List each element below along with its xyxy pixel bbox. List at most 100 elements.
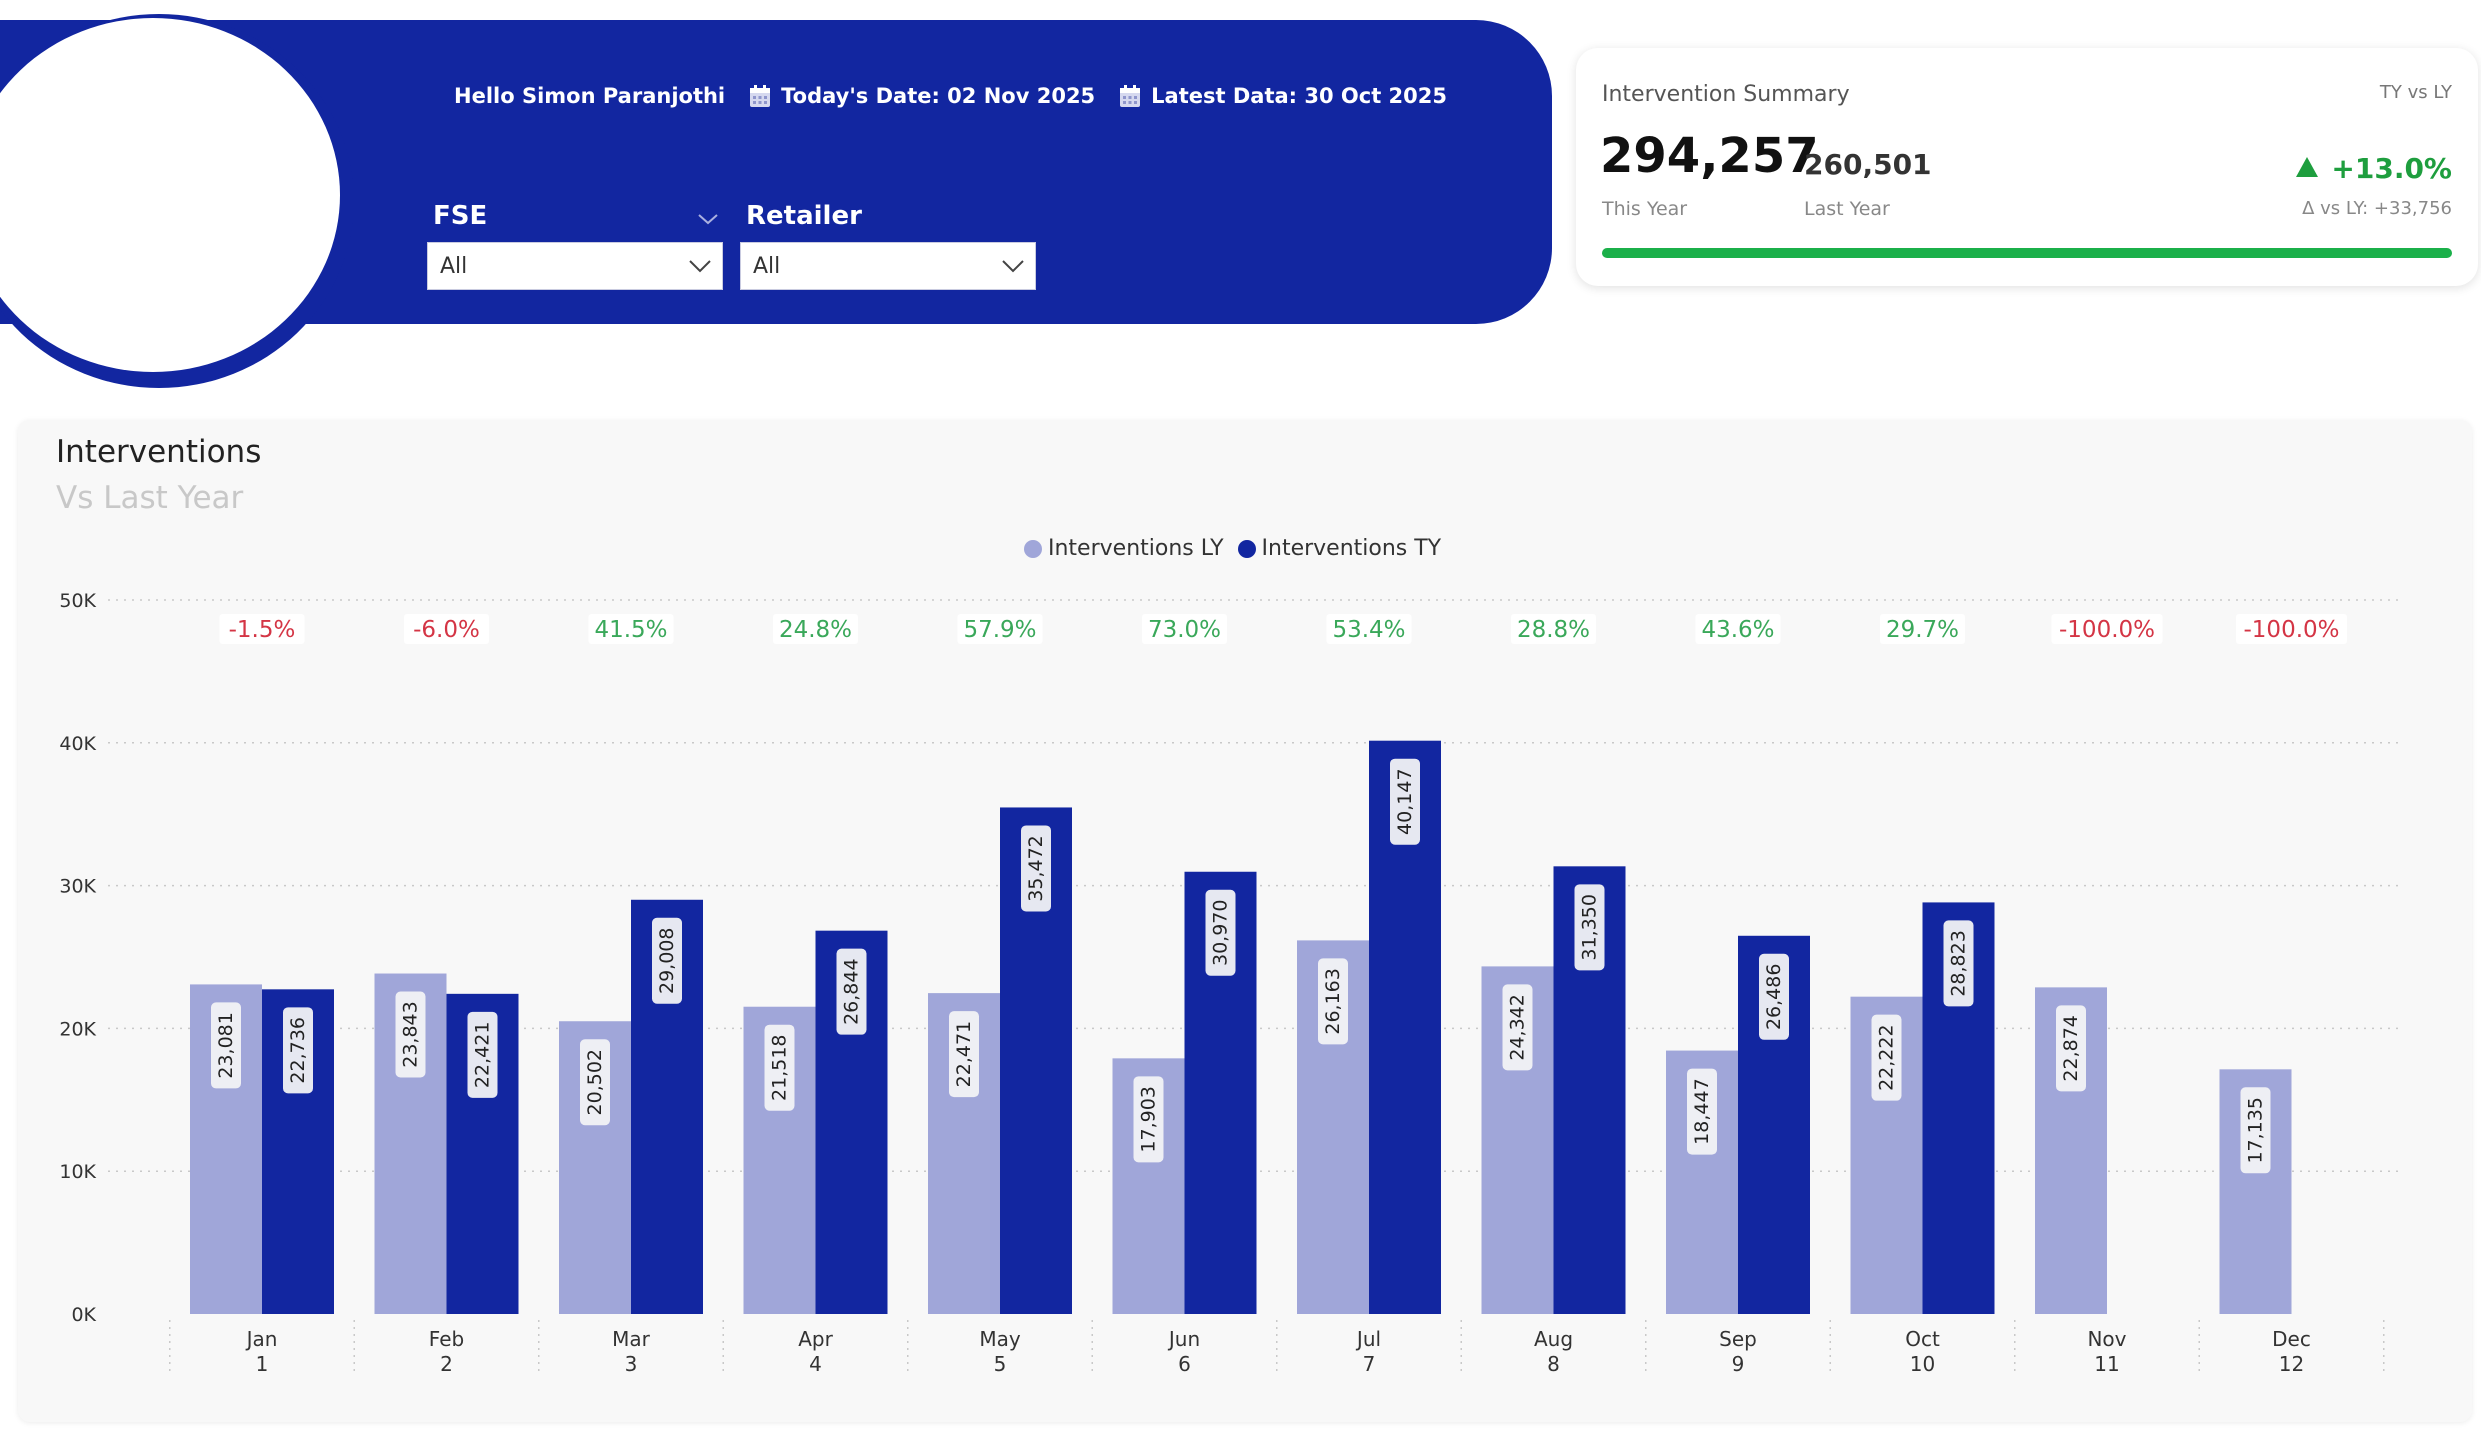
x-tick-label: Nov [2087,1327,2126,1351]
x-tick-number: 5 [994,1352,1007,1376]
x-tick-number: 2 [440,1352,453,1376]
pct-change-label: -100.0% [2244,617,2340,643]
bar-label-ty: 28,823 [1948,930,1970,996]
summary-progress-bar [1602,248,2452,258]
pct-change-label: 73.0% [1148,617,1221,643]
chart-title: Interventions [56,434,262,470]
bar-label-ly-bg [1133,1076,1164,1163]
x-tick-number: 10 [1910,1352,1935,1376]
legend-label-ty: Interventions TY [1261,536,1442,561]
bar-label-ly-bg [211,1002,241,1089]
bar-label-ly-bg [1871,1014,1902,1101]
bar-label-ty: 26,844 [841,958,863,1024]
bar-label-ly: 23,081 [215,1012,237,1078]
pct-change-bg [1142,614,1227,644]
pct-change-bg [1695,614,1781,644]
legend-item-ly[interactable]: Interventions LY [1024,536,1224,561]
fse-dropdown[interactable]: All [427,242,723,290]
bar-label-ty-bg [836,948,867,1035]
bar-label-ty-bg [1205,889,1236,976]
retailer-slicer: Retailer All [740,196,1036,290]
today-date-text: Today's Date: 02 Nov 2025 [781,84,1096,108]
x-tick-number: 4 [809,1352,822,1376]
bar-label-ly-bg [2056,1005,2086,1092]
x-tick-label: Aug [1534,1327,1573,1351]
bar-label-ty: 22,421 [472,1022,494,1088]
chart-subtitle: Vs Last Year [56,480,244,516]
pct-change-label: 53.4% [1332,617,1405,643]
fse-slicer: FSE All [427,196,723,290]
bar-label-ly: 22,222 [1876,1024,1898,1090]
x-tick-label: Jun [1167,1327,1200,1351]
x-tick-number: 7 [1363,1352,1376,1376]
bar-label-ly: 17,135 [2245,1097,2267,1163]
bar-label-ty-bg [1943,920,1974,1007]
bar-label-ly-bg [395,991,426,1078]
fse-label-text: FSE [433,201,488,231]
x-tick-label: Oct [1905,1327,1940,1351]
intervention-summary-card: Intervention Summary TY vs LY 294,257 26… [1576,48,2478,286]
summary-tag: TY vs LY [2379,82,2452,103]
x-tick-number: 11 [2094,1352,2119,1376]
x-tick-number: 9 [1732,1352,1745,1376]
pct-change-bg [2236,614,2347,644]
legend-label-ly: Interventions LY [1048,536,1224,561]
pct-change-label: -1.5% [229,617,296,643]
pct-change-bg [404,614,489,644]
pct-change-bg [957,614,1043,644]
bar-label-ty: 29,008 [656,928,678,994]
x-tick-number: 1 [256,1352,269,1376]
pct-change-label: -6.0% [413,617,480,643]
calendar-icon [749,84,771,108]
bar-label-ly-bg [949,1011,979,1098]
y-tick-label: 10K [59,1161,96,1183]
interventions-chart-card: Interventions Vs Last Year Interventions… [18,420,2472,1422]
pct-change-bg [1326,614,1412,644]
x-tick-label: Jan [245,1327,278,1351]
bar-label-ly-bg [764,1024,795,1111]
bar-label-ly-bg [2240,1087,2271,1174]
pct-change-bg [219,614,305,644]
bar-label-ly-bg [1318,958,1348,1045]
last-year-label: Last Year [1804,198,1890,220]
legend-swatch-ly [1024,539,1042,558]
x-tick-number: 12 [2279,1352,2304,1376]
pct-change-bg [1511,614,1596,644]
pct-change-label: -100.0% [2059,617,2155,643]
retailer-label-text: Retailer [746,201,862,231]
pct-change-bg [2051,614,2163,644]
bar-label-ly: 21,518 [769,1034,791,1100]
chevron-down-icon [688,254,712,279]
bar-label-ty: 26,486 [1763,964,1785,1030]
bar-label-ty: 40,147 [1394,768,1416,834]
bar-label-ly: 22,874 [2060,1015,2082,1081]
bar-label-ty-bg [1574,884,1605,971]
triangle-up-icon [2295,152,2319,185]
latest-data: Latest Data: 30 Oct 2025 [1119,84,1447,108]
this-year-label: This Year [1602,198,1688,220]
bar-label-ty: 30,970 [1210,900,1232,966]
bar-label-ly-bg [1687,1068,1717,1155]
x-tick-label: Sep [1719,1327,1757,1351]
bar-label-ly-bg [1502,984,1533,1071]
chevron-down-icon[interactable] [697,198,719,238]
legend-item-ty[interactable]: Interventions TY [1237,536,1442,561]
bar-label-ly: 17,903 [1138,1086,1160,1152]
y-tick-label: 30K [59,876,96,898]
retailer-dropdown[interactable]: All [740,242,1036,290]
delta-vs-ly: Δ vs LY: +33,756 [2302,198,2452,219]
pct-change-label: 57.9% [963,617,1036,643]
bar-label-ty-bg [1021,825,1051,912]
bar-label-ly: 26,163 [1322,968,1344,1034]
x-tick-label: Mar [612,1327,651,1351]
fse-selected-value: All [440,253,468,279]
this-year-value: 294,257 [1600,128,1819,184]
bar-label-ly: 23,843 [400,1001,422,1067]
y-tick-label: 50K [59,590,96,612]
retailer-selected-value: All [753,253,781,279]
bar-label-ty-bg [467,1011,498,1098]
bar-label-ly: 22,471 [953,1021,975,1087]
x-tick-number: 6 [1178,1352,1191,1376]
chevron-down-icon [1001,254,1025,279]
